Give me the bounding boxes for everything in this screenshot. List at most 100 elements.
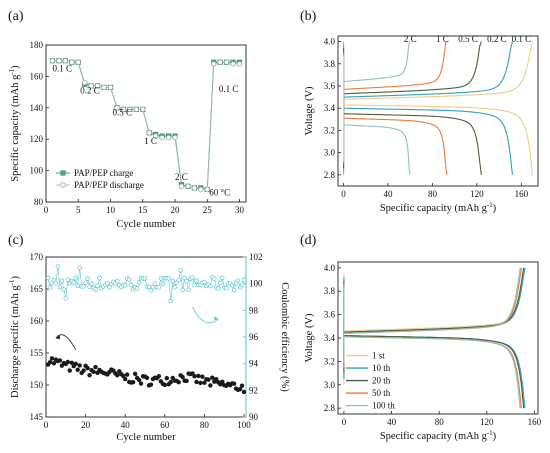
panel-c-ytick-label: 170 — [30, 252, 44, 262]
panel-c-y2tick-label: 98 — [249, 305, 259, 315]
panel-d-legend-text: 1 st — [372, 351, 385, 361]
panel-c-arrow-right-head — [214, 316, 219, 321]
panel-d-xtick-label: 160 — [528, 417, 542, 427]
panel-a-discharge-point — [172, 134, 178, 141]
panel-c-capacity-point — [214, 376, 219, 382]
panel-c-efficiency-point — [184, 278, 189, 284]
panel-a-legend-marker — [60, 170, 66, 176]
panel-b-xtick-label: 40 — [384, 189, 394, 199]
panel-c-efficiency-point — [168, 298, 174, 304]
panel-d-ylabel: Voltage (V) — [304, 313, 315, 363]
panel-b-ytick-label: 3.8 — [324, 59, 336, 69]
panel-a-rate-label: 2 C — [175, 172, 188, 182]
panel-c-efficiency-point — [93, 287, 98, 292]
panel-c-efficiency-point — [160, 281, 166, 287]
panel-c-efficiency-point — [55, 264, 61, 269]
panel-c-capacity-point — [132, 371, 138, 377]
panel-a-ytick-label: 160 — [30, 71, 44, 81]
panel-d-discharge-curve — [343, 287, 521, 409]
panel-c-label: (c) — [8, 233, 24, 248]
panel-a-discharge-point — [165, 134, 172, 141]
panel-c-capacity-point — [198, 380, 203, 386]
panel-b-charge-curve — [343, 41, 448, 172]
panel-c-capacity-point — [194, 379, 199, 385]
panel-c-capacity-point — [85, 365, 90, 371]
panel-a-discharge-point — [198, 186, 204, 193]
panel-a-discharge-point — [82, 79, 88, 86]
panel-c-efficiency-point — [218, 280, 223, 286]
panel-c-efficiency-point — [186, 287, 191, 293]
panel-d-xlabel: Specific capacity (mAh g-1) — [380, 429, 497, 442]
panel-c-efficiency-point — [47, 285, 53, 290]
panel-a-discharge-point — [94, 83, 101, 89]
panel-c-efficiency-point — [176, 277, 181, 283]
panel-a-discharge-point — [107, 84, 114, 91]
panel-c-efficiency-point — [223, 285, 229, 291]
panel-a-discharge-point — [101, 84, 107, 91]
panel-a-label: (a) — [8, 9, 24, 24]
panel-c-efficiency-point — [53, 280, 59, 286]
panel-c-efficiency-point — [172, 285, 177, 290]
panel-d-charge-curve — [343, 267, 522, 368]
panel-a-discharge-point — [236, 61, 243, 67]
panel-a-discharge-point — [230, 61, 236, 67]
panel-d-charge-curve — [343, 267, 525, 385]
panel-a-discharge-point — [140, 106, 146, 113]
panel-a-xtick-label: 15 — [138, 205, 148, 215]
panel-c-efficiency-line — [47, 266, 245, 302]
panel-c-capacity-point — [239, 383, 245, 388]
panel-c-efficiency-point — [83, 280, 88, 286]
panel-b-discharge-curve — [343, 44, 448, 175]
panel-c-capacity-point — [69, 360, 74, 366]
panel-b-ytick-label: 2.8 — [324, 170, 336, 180]
panel-a-discharge-point — [62, 58, 69, 64]
panel-c-efficiency-point — [241, 277, 247, 283]
panel-a-legend-marker — [60, 182, 66, 188]
panel-c-efficiency-point — [216, 286, 221, 291]
panel-c-ytick-label: 165 — [30, 284, 44, 294]
panel-c-capacity-point — [87, 372, 92, 378]
panel-a-legend-text: PAP/PEP discharge — [74, 180, 144, 190]
panel-c-efficiency-point — [77, 265, 82, 270]
panel-c-xlabel: Cycle number — [116, 432, 176, 443]
panel-c-capacity-point — [220, 379, 225, 385]
panel-d-xtick-label: 40 — [387, 417, 397, 427]
panel-d-legend-text: 50 th — [372, 388, 391, 398]
panel-c-capacity-point — [65, 359, 70, 365]
panel-d-legend-text: 100 th — [372, 401, 395, 411]
panel-a-discharge-point — [191, 185, 198, 191]
panel-c-efficiency-point — [81, 284, 86, 289]
panel-a-discharge-point — [88, 83, 94, 89]
panel-a-xtick-label: 5 — [76, 205, 81, 215]
panel-c-efficiency-point — [219, 275, 225, 280]
panel-c-capacity-point — [162, 382, 168, 388]
panel-b-rate-label: 0.1 C — [512, 34, 532, 44]
panel-c-capacity-point — [164, 375, 169, 381]
panel-a-discharge-point — [120, 106, 127, 113]
panel-c-efficiency-point — [170, 279, 175, 284]
panel-c-ytick-label: 160 — [30, 316, 44, 326]
panel-c-capacity-point — [138, 381, 144, 386]
panel-c-arrow-left — [55, 334, 77, 350]
panel-c-efficiency-point — [182, 275, 187, 281]
panel-b-xtick-label: 160 — [515, 189, 529, 199]
panel-a-discharge-point — [127, 106, 133, 113]
panel-c-y2label: Coulombic efficiency (%) — [279, 282, 290, 392]
panel-c-xtick-label: 80 — [200, 420, 210, 430]
panel-c-efficiency-point — [158, 276, 164, 281]
panel-d-ytick-label: 3.6 — [324, 310, 336, 320]
panel-c-capacity-point — [130, 379, 136, 385]
panel-c-capacity-point — [210, 375, 215, 380]
panel-c-xtick-label: 40 — [121, 420, 131, 430]
panel-b-ytick-label: 3.6 — [324, 81, 336, 91]
panel-c-efficiency-point — [202, 279, 207, 285]
panel-c-xtick-label: 60 — [160, 420, 170, 430]
panel-c-capacity-point — [192, 374, 197, 379]
panel-c-capacity-point — [196, 373, 201, 379]
panel-c-efficiency-point — [192, 282, 197, 287]
panel-a-xtick-label: 10 — [106, 205, 116, 215]
panel-c-capacity-point — [148, 382, 154, 387]
panel-c-capacity-point — [115, 373, 120, 378]
panel-c-capacity-point — [136, 377, 142, 383]
panel-c-efficiency-point — [156, 284, 162, 290]
